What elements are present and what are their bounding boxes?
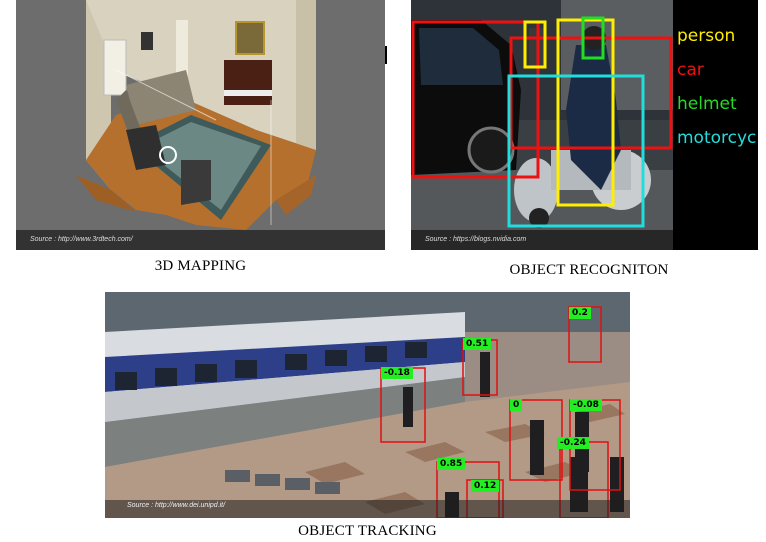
track-label-3: 0 [510, 399, 523, 411]
track-label-4: -0.08 [570, 399, 602, 411]
track-label-1: 0.51 [463, 338, 492, 350]
3d-room-scan-illustration [16, 0, 385, 250]
recognition-source-label: Source : https://blogs.nvidia.com [411, 230, 673, 250]
track-label-6: 0.85 [437, 458, 466, 470]
track-label-0: 0.2 [569, 307, 591, 319]
legend-motorcycle: motorcycle [677, 128, 758, 148]
train-station-illustration [105, 292, 630, 518]
track-label-7: 0.12 [471, 480, 500, 492]
mapping-source-label: Source : http://www.3rdtech.com/ [16, 230, 385, 250]
3d-mapping-image: Source : http://www.3rdtech.com/ [16, 0, 385, 250]
object-tracking-image: 0.2 0.51 -0.18 0 -0.08 -0.24 0.85 0.12 S… [105, 292, 630, 518]
tracking-caption: OBJECT TRACKING [298, 523, 437, 539]
track-label-2: -0.18 [381, 367, 413, 379]
object-recognition-image: Source : https://blogs.nvidia.com person… [411, 0, 758, 250]
legend-person: person [677, 26, 736, 46]
mapping-caption: 3D MAPPING [154, 258, 247, 274]
legend-helmet: helmet [677, 94, 737, 114]
legend-car: car [677, 60, 704, 80]
divider-mark [385, 46, 387, 64]
detection-legend: person car helmet motorcycle [677, 0, 758, 250]
tracking-source-label: Source : http://www.dei.unipd.it/ [127, 502, 226, 509]
street-scene-illustration [411, 0, 673, 250]
track-label-5: -0.24 [557, 437, 589, 449]
recognition-caption: OBJECT RECOGNITON [509, 262, 669, 278]
